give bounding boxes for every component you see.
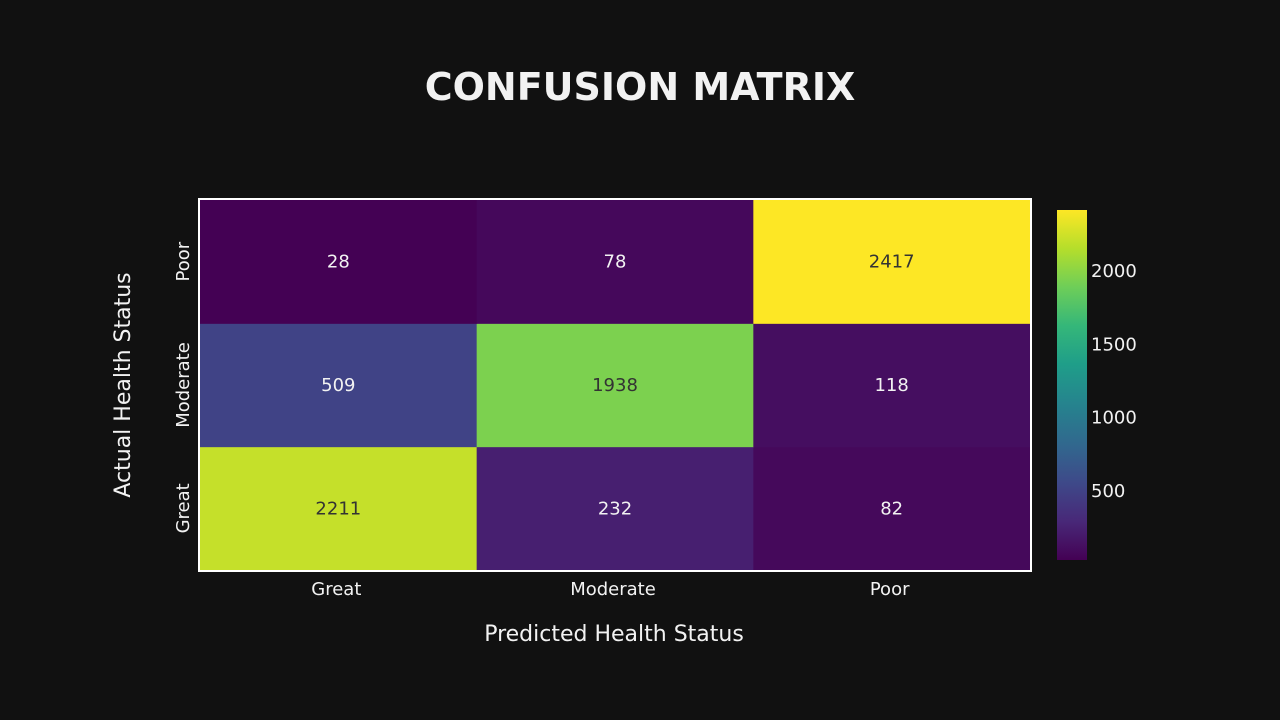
heatmap-cell-great-poor	[753, 446, 1031, 571]
cell-value-label: 118	[874, 375, 908, 396]
y-axis-label: Actual Health Status	[111, 272, 136, 497]
x-axis-ticks: Great Moderate Poor	[311, 579, 910, 600]
heatmap-cell-poor-great	[200, 200, 478, 324]
x-tick-label: Poor	[870, 579, 910, 600]
cell-value-label: 28	[327, 252, 350, 273]
y-tick-label: Moderate	[173, 342, 194, 428]
heatmap-cell-great-great	[200, 446, 478, 571]
colorbar-tick-label: 500	[1091, 481, 1125, 502]
heatmap-cells	[200, 200, 1031, 571]
colorbar-tick-label: 1500	[1091, 334, 1137, 355]
colorbar-tick-label: 2000	[1091, 261, 1137, 282]
plot-frame	[198, 198, 1032, 572]
y-axis-ticks: Great Moderate Poor	[173, 241, 194, 533]
heatmap-cell-moderate-great	[200, 323, 478, 448]
colorbar-tick-label: 1000	[1091, 408, 1137, 429]
cell-value-label: 1938	[592, 375, 638, 396]
heatmap-cell-labels: 2211 232 82 509 1938 118 28 78 2417	[315, 252, 914, 520]
chart-title: CONFUSION MATRIX	[425, 65, 856, 109]
heatmap-cell-moderate-moderate	[476, 323, 754, 448]
cell-value-label: 509	[321, 375, 355, 396]
cell-value-label: 2417	[869, 252, 915, 273]
heatmap-cell-poor-moderate	[476, 200, 754, 324]
cell-value-label: 2211	[315, 498, 361, 519]
x-axis-label: Predicted Health Status	[484, 622, 744, 647]
y-tick-label: Poor	[173, 241, 194, 281]
x-tick-label: Moderate	[570, 579, 656, 600]
heatmap-cell-great-moderate	[476, 446, 754, 571]
y-tick-label: Great	[173, 483, 194, 533]
heatmap-cell-moderate-poor	[753, 323, 1031, 448]
cell-value-label: 82	[880, 498, 903, 519]
colorbar-ticks: 500 1000 1500 2000	[1091, 261, 1137, 502]
x-tick-label: Great	[311, 579, 361, 600]
heatmap-cell-poor-poor	[753, 200, 1031, 324]
colorbar	[1057, 210, 1087, 560]
cell-value-label: 78	[604, 252, 627, 273]
cell-value-label: 232	[598, 498, 632, 519]
